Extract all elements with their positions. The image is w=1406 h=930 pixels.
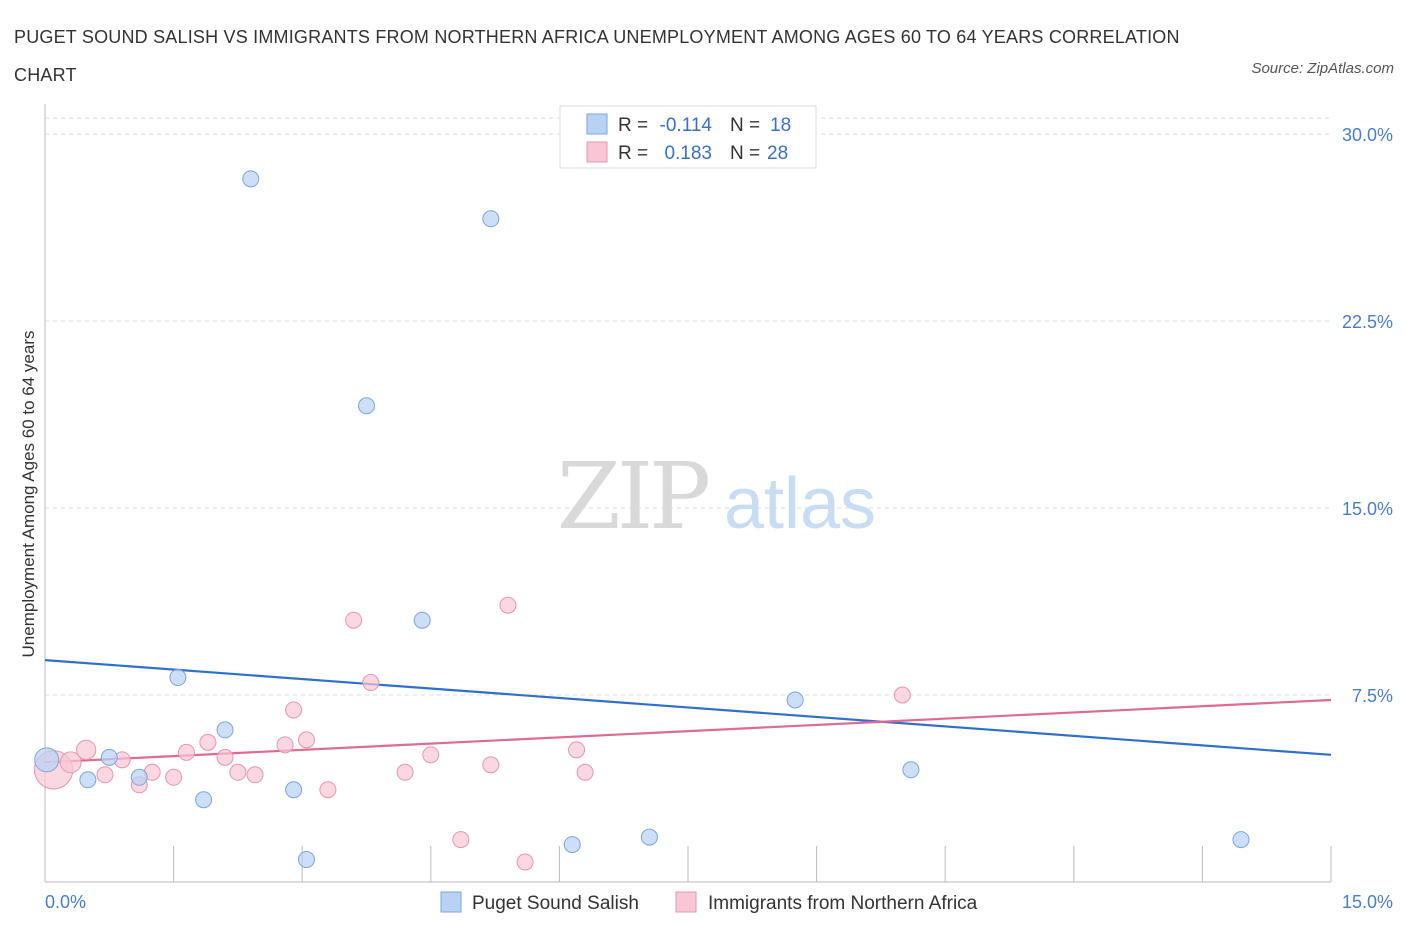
point-northern-africa: [893, 686, 911, 704]
point-puget-sound-salish: [563, 836, 581, 854]
point-puget-sound-salish: [358, 397, 375, 415]
point-puget-sound-salish: [1232, 831, 1250, 849]
point-northern-africa: [452, 831, 470, 849]
legend: R = -0.114 N = 18 R = 0.183 N = 28: [559, 105, 817, 169]
point-northern-africa: [297, 731, 315, 749]
y-axis-label: Unemployment Among Ages 60 to 64 years: [19, 331, 38, 658]
y-tick-label: 7.5%: [1352, 686, 1393, 706]
source-label: Source: ZipAtlas.com: [1251, 60, 1394, 77]
point-northern-africa: [396, 763, 414, 781]
point-puget-sound-salish: [640, 828, 658, 846]
legend-r-value-blue: -0.114: [660, 115, 713, 136]
legend-n-value-pink: 28: [767, 143, 788, 164]
point-northern-africa: [96, 766, 114, 784]
point-northern-africa: [499, 596, 517, 614]
series-legend-label-pink: Immigrants from Northern Africa: [708, 893, 978, 914]
point-northern-africa: [199, 733, 217, 751]
data-points: [33, 170, 1250, 871]
x-tick-label: 15.0%: [1342, 892, 1393, 912]
point-puget-sound-salish: [100, 748, 118, 766]
point-puget-sound-salish: [216, 721, 234, 739]
legend-r-value-pink: 0.183: [664, 143, 712, 164]
legend-r-label-pink: R =: [618, 143, 648, 164]
point-northern-africa: [76, 739, 97, 760]
x-tick-label: 0.0%: [45, 892, 86, 912]
chart-title: PUGET SOUND SALISH VS IMMIGRANTS FROM NO…: [14, 27, 1180, 85]
point-northern-africa: [319, 781, 337, 799]
series-legend-swatch-pink: [675, 891, 697, 913]
point-northern-africa: [216, 748, 234, 766]
point-puget-sound-salish: [34, 747, 60, 773]
point-northern-africa: [568, 741, 586, 759]
point-puget-sound-salish: [413, 611, 431, 629]
point-puget-sound-salish: [169, 669, 187, 687]
point-northern-africa: [422, 746, 440, 764]
point-northern-africa: [285, 701, 303, 719]
y-tick-label: 30.0%: [1342, 125, 1393, 145]
point-northern-africa: [276, 736, 294, 754]
point-puget-sound-salish: [297, 851, 315, 869]
point-puget-sound-salish: [195, 791, 213, 809]
point-puget-sound-salish: [285, 781, 303, 799]
point-northern-africa: [165, 768, 183, 786]
point-northern-africa: [362, 674, 380, 692]
trend-lines: [44, 658, 1332, 764]
point-northern-africa: [246, 766, 264, 784]
series-legend: Puget Sound Salish Immigrants from North…: [440, 891, 978, 914]
point-northern-africa: [345, 611, 363, 629]
tick-labels: 7.5% 15.0% 22.5% 30.0% 0.0% 15.0%: [45, 125, 1393, 912]
gridlines: [45, 117, 1331, 696]
point-northern-africa: [516, 853, 534, 871]
point-northern-africa: [482, 756, 500, 774]
y-tick-label: 15.0%: [1342, 499, 1393, 519]
point-puget-sound-salish: [482, 210, 500, 228]
point-northern-africa: [576, 763, 594, 781]
legend-r-label-blue: R =: [618, 115, 648, 136]
legend-swatch-pink: [586, 141, 608, 163]
watermark-zip: ZIP: [557, 443, 708, 550]
trend-line-blue: [44, 658, 1332, 756]
legend-swatch-blue: [586, 113, 608, 135]
trend-line-pink: [44, 698, 1332, 764]
point-puget-sound-salish: [902, 761, 920, 779]
watermark: ZIP atlas: [557, 443, 876, 550]
point-puget-sound-salish: [79, 771, 97, 789]
point-northern-africa: [59, 751, 82, 774]
legend-n-label-pink: N =: [730, 143, 760, 164]
point-northern-africa: [229, 763, 247, 781]
legend-n-value-blue: 18: [770, 115, 791, 136]
point-puget-sound-salish: [242, 170, 260, 188]
point-northern-africa: [177, 743, 195, 761]
point-puget-sound-salish: [786, 691, 804, 709]
legend-n-label-blue: N =: [730, 115, 760, 136]
series-legend-label-blue: Puget Sound Salish: [472, 893, 639, 914]
y-tick-label: 22.5%: [1342, 312, 1393, 332]
series-legend-swatch-blue: [440, 891, 462, 913]
point-puget-sound-salish: [130, 768, 148, 786]
watermark-atlas: atlas: [724, 464, 876, 544]
